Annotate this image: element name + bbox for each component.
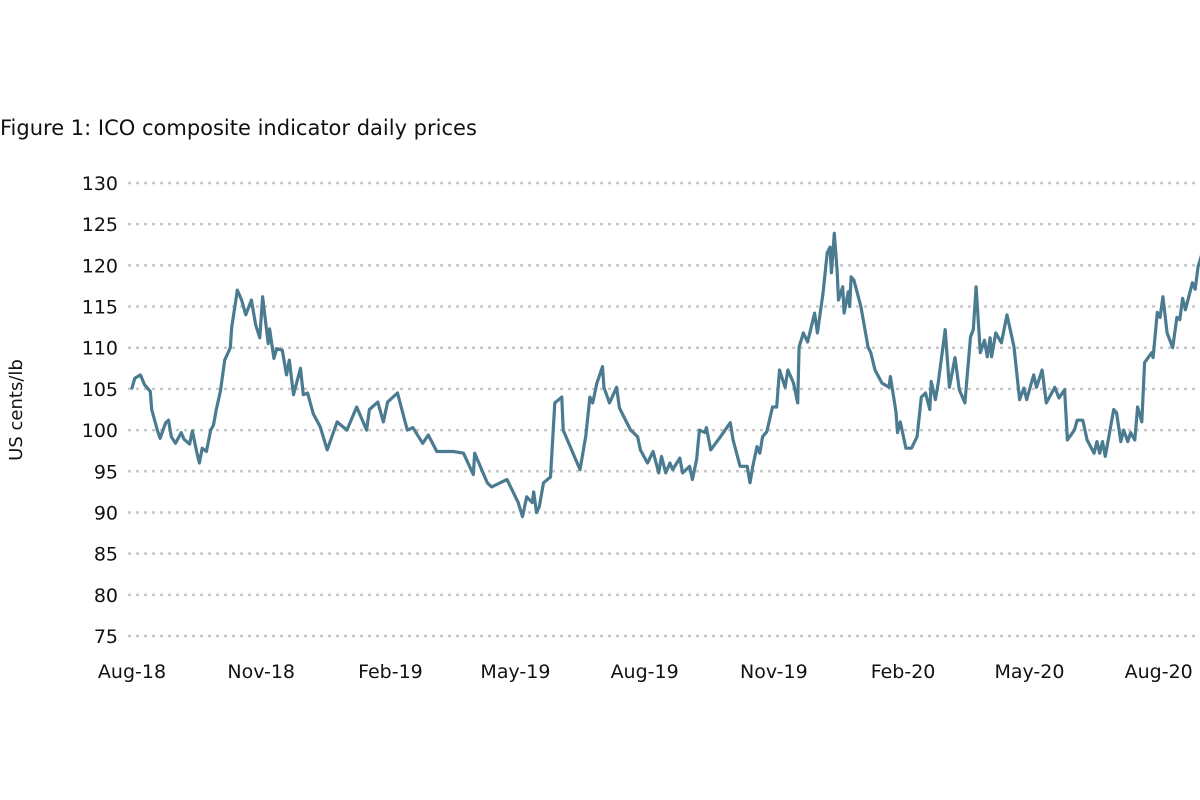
y-tick-label: 115	[82, 297, 118, 319]
x-tick-label: Aug-20	[1125, 661, 1193, 683]
y-tick-label: 130	[82, 173, 118, 195]
price-line	[130, 231, 1200, 519]
y-tick-label: 100	[82, 420, 118, 442]
y-tick-label: 120	[82, 255, 118, 277]
x-tick-label: Aug-19	[611, 661, 679, 683]
x-tick-labels: Aug-18 Nov-18 Feb-19 May-19 Aug-19 Nov-19 Feb-…	[98, 661, 1193, 683]
y-tick-labels: 75 80 85 90 95 100 105 110 115 120 125 130	[82, 173, 118, 648]
gridlines	[128, 181, 1198, 638]
y-tick-label: 75	[94, 626, 118, 648]
chart-title: Figure 1: ICO composite indicator daily …	[0, 116, 477, 140]
x-tick-label: May-19	[480, 661, 550, 683]
x-tick-label: Nov-18	[227, 661, 295, 683]
x-tick-label: Feb-20	[871, 661, 936, 683]
x-tick-label: May-20	[994, 661, 1064, 683]
y-tick-label: 125	[82, 214, 118, 236]
y-tick-label: 110	[82, 338, 118, 360]
y-tick-label: 95	[94, 461, 118, 483]
y-tick-label: 90	[94, 502, 118, 524]
y-tick-label: 105	[82, 379, 118, 401]
series-group	[130, 231, 1200, 519]
y-axis-label: US cents/lb	[6, 359, 27, 461]
y-tick-label: 85	[94, 544, 118, 566]
x-tick-label: Aug-18	[98, 661, 166, 683]
y-tick-label: 80	[94, 585, 118, 607]
x-tick-label: Feb-19	[358, 661, 423, 683]
x-tick-label: Nov-19	[740, 661, 808, 683]
